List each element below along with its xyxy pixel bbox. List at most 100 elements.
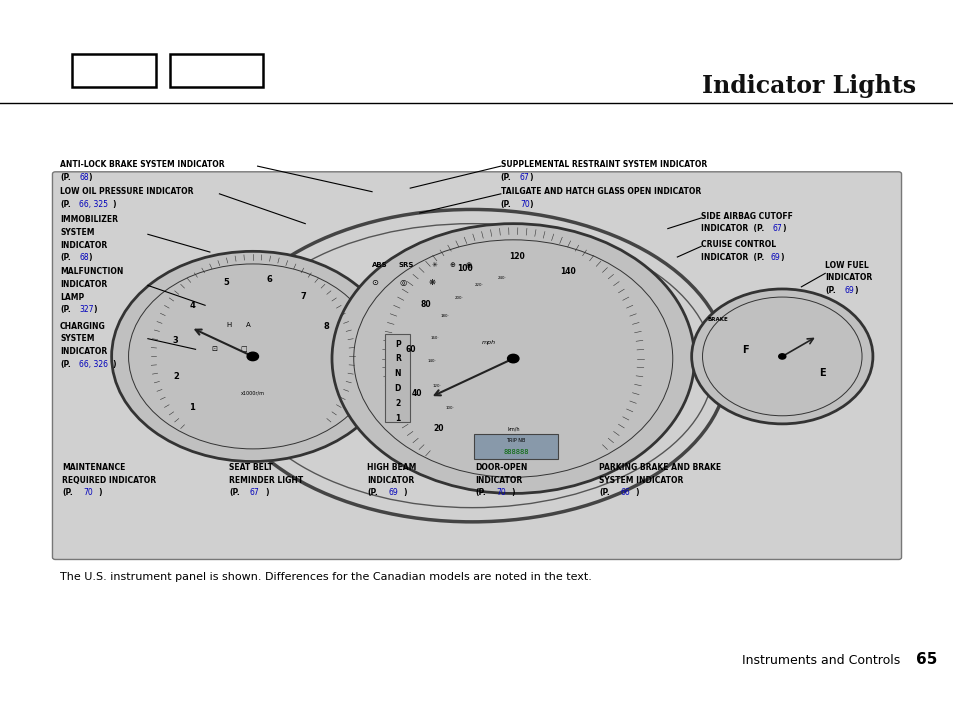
Text: 70: 70 [519, 200, 529, 209]
Text: ): ) [511, 488, 515, 498]
Circle shape [247, 352, 258, 361]
Text: 220·: 220· [475, 283, 483, 287]
FancyBboxPatch shape [52, 172, 901, 559]
Text: 240·: 240· [497, 276, 506, 280]
Text: 80: 80 [420, 300, 431, 309]
Text: 6: 6 [266, 275, 272, 284]
Text: 20: 20 [433, 424, 443, 433]
Text: 100: 100 [456, 263, 473, 273]
Text: ⊕: ⊕ [449, 262, 455, 268]
Text: F: F [741, 344, 748, 355]
Text: H: H [226, 322, 232, 328]
Text: 160·: 160· [431, 336, 439, 339]
Text: 70: 70 [496, 488, 505, 498]
Text: 120·: 120· [433, 384, 441, 388]
Text: ❋: ❋ [428, 278, 436, 287]
Bar [385, 334, 410, 422]
Text: (P.: (P. [475, 488, 485, 498]
Text: 3: 3 [172, 336, 178, 344]
Text: 68: 68 [79, 253, 89, 263]
Text: ⊙: ⊙ [371, 278, 378, 287]
Text: 66, 326: 66, 326 [79, 360, 108, 369]
Text: 2: 2 [173, 372, 179, 381]
Circle shape [507, 354, 518, 363]
Text: E: E [819, 368, 825, 378]
Text: (P.: (P. [60, 360, 71, 369]
Text: Indicator Lights: Indicator Lights [701, 74, 915, 98]
Text: 180·: 180· [439, 314, 449, 317]
Text: TAILGATE AND HATCH GLASS OPEN INDICATOR: TAILGATE AND HATCH GLASS OPEN INDICATOR [500, 187, 700, 197]
Text: (P.: (P. [598, 488, 609, 498]
Text: (P.: (P. [60, 200, 71, 209]
Text: 327: 327 [79, 305, 93, 315]
Text: ): ) [635, 488, 639, 498]
Text: ◎: ◎ [399, 278, 407, 287]
Text: INDICATOR  (P.: INDICATOR (P. [700, 224, 763, 234]
Text: SUPPLEMENTAL RESTRAINT SYSTEM INDICATOR: SUPPLEMENTAL RESTRAINT SYSTEM INDICATOR [500, 160, 706, 169]
Text: 69: 69 [388, 488, 397, 498]
Text: MAINTENANCE: MAINTENANCE [62, 463, 125, 472]
Text: SIDE AIRBAG CUTOFF: SIDE AIRBAG CUTOFF [700, 212, 792, 221]
Text: 65: 65 [915, 652, 936, 667]
Text: LOW OIL PRESSURE INDICATOR: LOW OIL PRESSURE INDICATOR [60, 187, 193, 197]
Text: (P.: (P. [500, 200, 511, 209]
Text: (P.: (P. [62, 488, 72, 498]
Text: SYSTEM: SYSTEM [60, 334, 94, 344]
Text: km/h: km/h [506, 426, 519, 431]
Text: ): ) [780, 253, 783, 262]
Text: 100·: 100· [445, 406, 454, 410]
Text: ): ) [112, 200, 116, 209]
Text: (P.: (P. [500, 173, 511, 182]
Text: 5: 5 [223, 278, 229, 287]
Text: INDICATOR: INDICATOR [60, 241, 108, 250]
Text: 4: 4 [190, 301, 195, 310]
Text: PARKING BRAKE AND BRAKE: PARKING BRAKE AND BRAKE [598, 463, 720, 472]
Text: 67: 67 [772, 224, 781, 234]
Text: 69: 69 [770, 253, 780, 262]
Text: (P.: (P. [229, 488, 239, 498]
Text: 60: 60 [405, 345, 416, 354]
Text: INDICATOR: INDICATOR [60, 347, 108, 356]
Text: 67: 67 [519, 173, 529, 182]
Text: 69: 69 [843, 286, 853, 295]
Text: 7: 7 [300, 292, 306, 300]
Text: TRIP NB: TRIP NB [506, 438, 525, 443]
Text: R: R [395, 354, 400, 364]
Text: 2: 2 [395, 399, 400, 408]
Text: D: D [395, 384, 400, 393]
Text: ): ) [89, 173, 92, 182]
Text: 1: 1 [395, 413, 400, 422]
Text: 66: 66 [619, 488, 629, 498]
Text: ): ) [112, 360, 116, 369]
Text: ): ) [93, 305, 97, 315]
Text: IMMOBILIZER: IMMOBILIZER [60, 215, 118, 224]
Text: ): ) [529, 173, 533, 182]
Text: mph: mph [481, 340, 496, 345]
Text: x1000r/m: x1000r/m [240, 391, 265, 395]
Text: 888888: 888888 [503, 449, 528, 454]
Text: REQUIRED INDICATOR: REQUIRED INDICATOR [62, 476, 156, 485]
Circle shape [691, 289, 872, 424]
Text: 200·: 200· [455, 296, 463, 300]
Text: 140: 140 [559, 267, 575, 276]
Text: SEAT BELT: SEAT BELT [229, 463, 273, 472]
Text: ): ) [265, 488, 269, 498]
Text: ⊡: ⊡ [212, 346, 217, 352]
Text: LAMP: LAMP [60, 293, 84, 302]
Text: REMINDER LIGHT: REMINDER LIGHT [229, 476, 303, 485]
Text: INDICATOR: INDICATOR [475, 476, 522, 485]
Text: The U.S. instrument panel is shown. Differences for the Canadian models are note: The U.S. instrument panel is shown. Diff… [60, 572, 592, 581]
Text: ✳: ✳ [432, 262, 437, 268]
Text: (P.: (P. [824, 286, 835, 295]
Text: 8: 8 [323, 322, 329, 332]
Text: INDICATOR  (P.: INDICATOR (P. [700, 253, 763, 262]
Text: 1: 1 [190, 403, 195, 412]
Text: DOOR-OPEN: DOOR-OPEN [475, 463, 527, 472]
Text: (P.: (P. [367, 488, 377, 498]
Text: SRS: SRS [398, 262, 414, 268]
Text: ): ) [89, 253, 92, 263]
Text: 140·: 140· [428, 359, 436, 364]
Text: LOW FUEL: LOW FUEL [824, 261, 868, 270]
Text: (P.: (P. [60, 253, 71, 263]
Text: INDICATOR: INDICATOR [367, 476, 415, 485]
